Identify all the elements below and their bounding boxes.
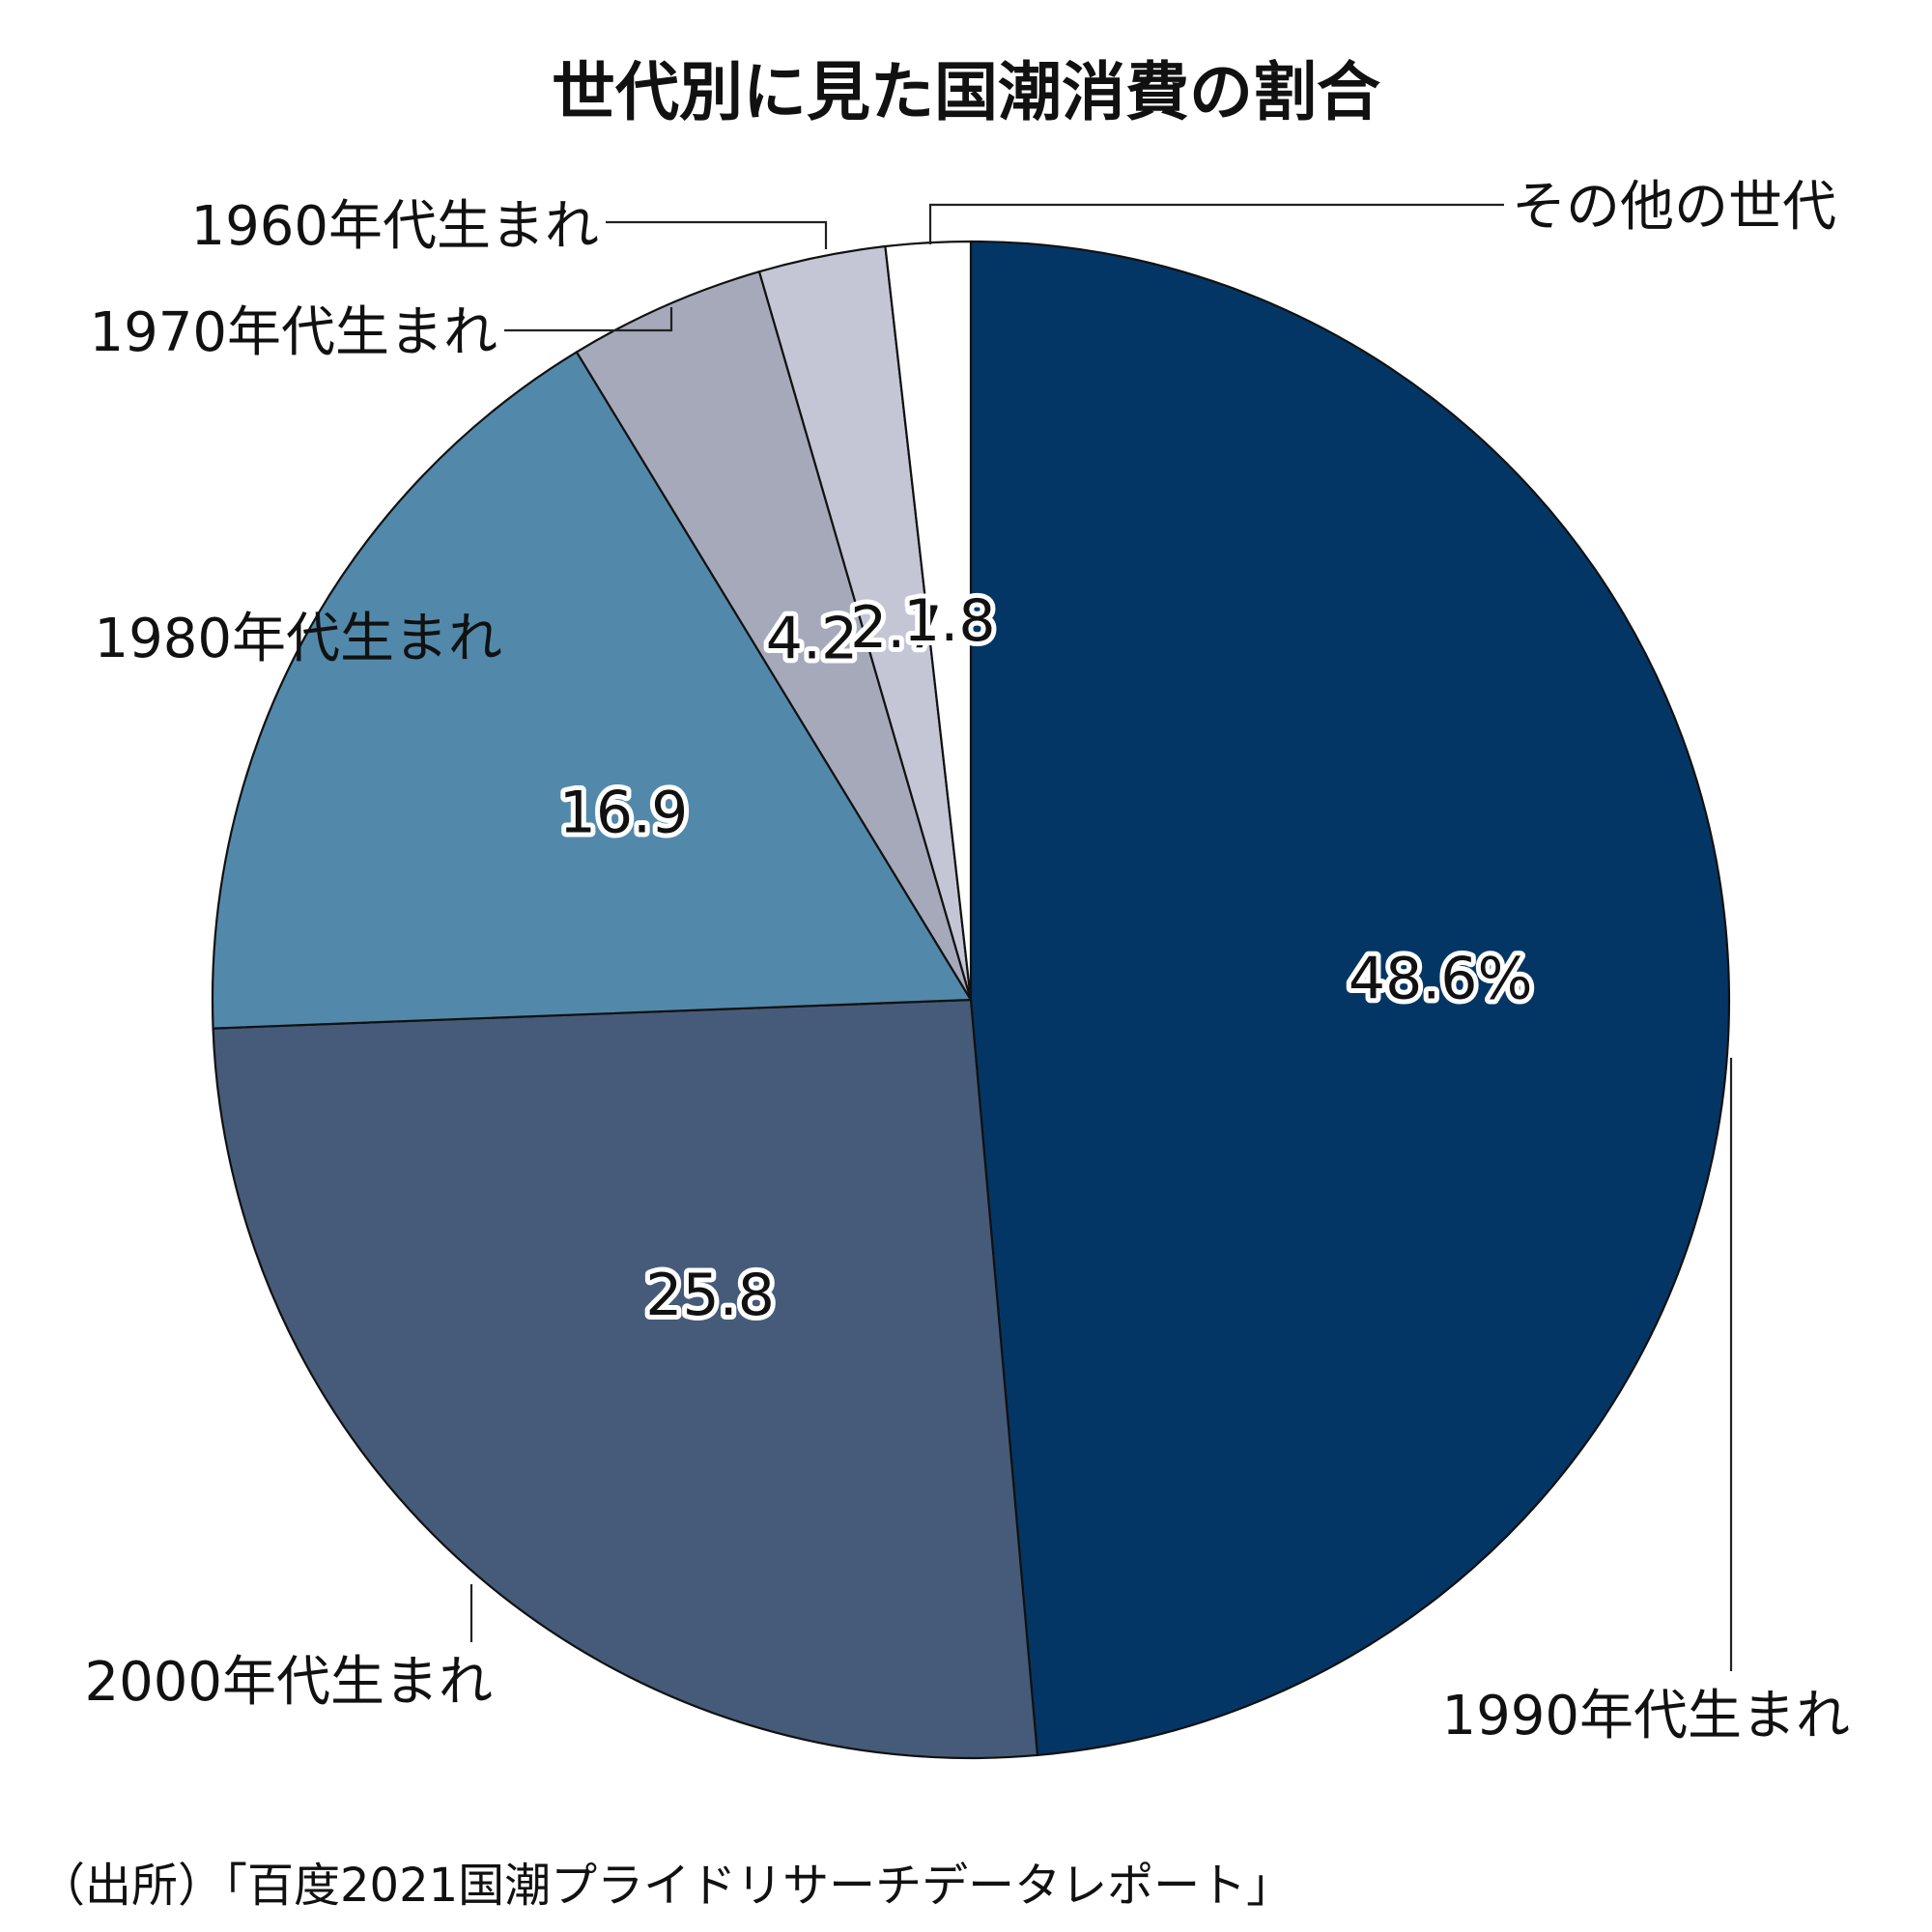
slice-2-category-label: 2000年代生まれ: [84, 1651, 493, 1714]
slice-5-value-label: 2.7: [850, 594, 942, 662]
slice-6-value-label: 1.8: [903, 587, 995, 655]
source-note: （出所）「百度2021国潮プライドリサーチデータレポート」: [39, 1859, 1293, 1913]
pie-slices: [211, 240, 1731, 1760]
slice-2-value-label: 25.8: [645, 1262, 775, 1329]
slice-4-category-label: 1970年代生まれ: [89, 301, 497, 364]
slice-5-category-label: 1960年代生まれ: [190, 195, 599, 258]
chart-title: 世代別に見た国潮消費の割合: [552, 55, 1380, 129]
slice-2-wedge: [212, 998, 1039, 1760]
slice-1-wedge: [969, 240, 1731, 1757]
slice-1-value-label: 48.6%: [1349, 946, 1533, 1013]
slice-5-leader-line: [606, 220, 828, 249]
slice-6-category-label: その他の世代: [1512, 176, 1836, 239]
value-labels: 48.6% 25.8 16.9 4.22.71.8: [554, 582, 1538, 1334]
slice-3-wedge: [211, 351, 973, 1030]
slice-4-leader-line: [504, 307, 673, 332]
slice-3-category-label: 1980年代生まれ: [94, 608, 502, 670]
category-labels: 1990年代生まれ 2000年代生まれ 1980年代生まれ 1970年代生まれ 1960…: [84, 176, 1850, 1747]
leader-lines: [469, 203, 1733, 1671]
slice-1-category-label: 1990年代生まれ: [1441, 1685, 1850, 1747]
slice-3-value-label: 16.9: [559, 780, 689, 847]
slice-4-value-label: 4.2: [766, 605, 858, 672]
slice-4-wedge: [575, 270, 973, 1002]
slice-6-wedge: [884, 240, 973, 1002]
slice-6-leader-line: [928, 203, 1504, 244]
